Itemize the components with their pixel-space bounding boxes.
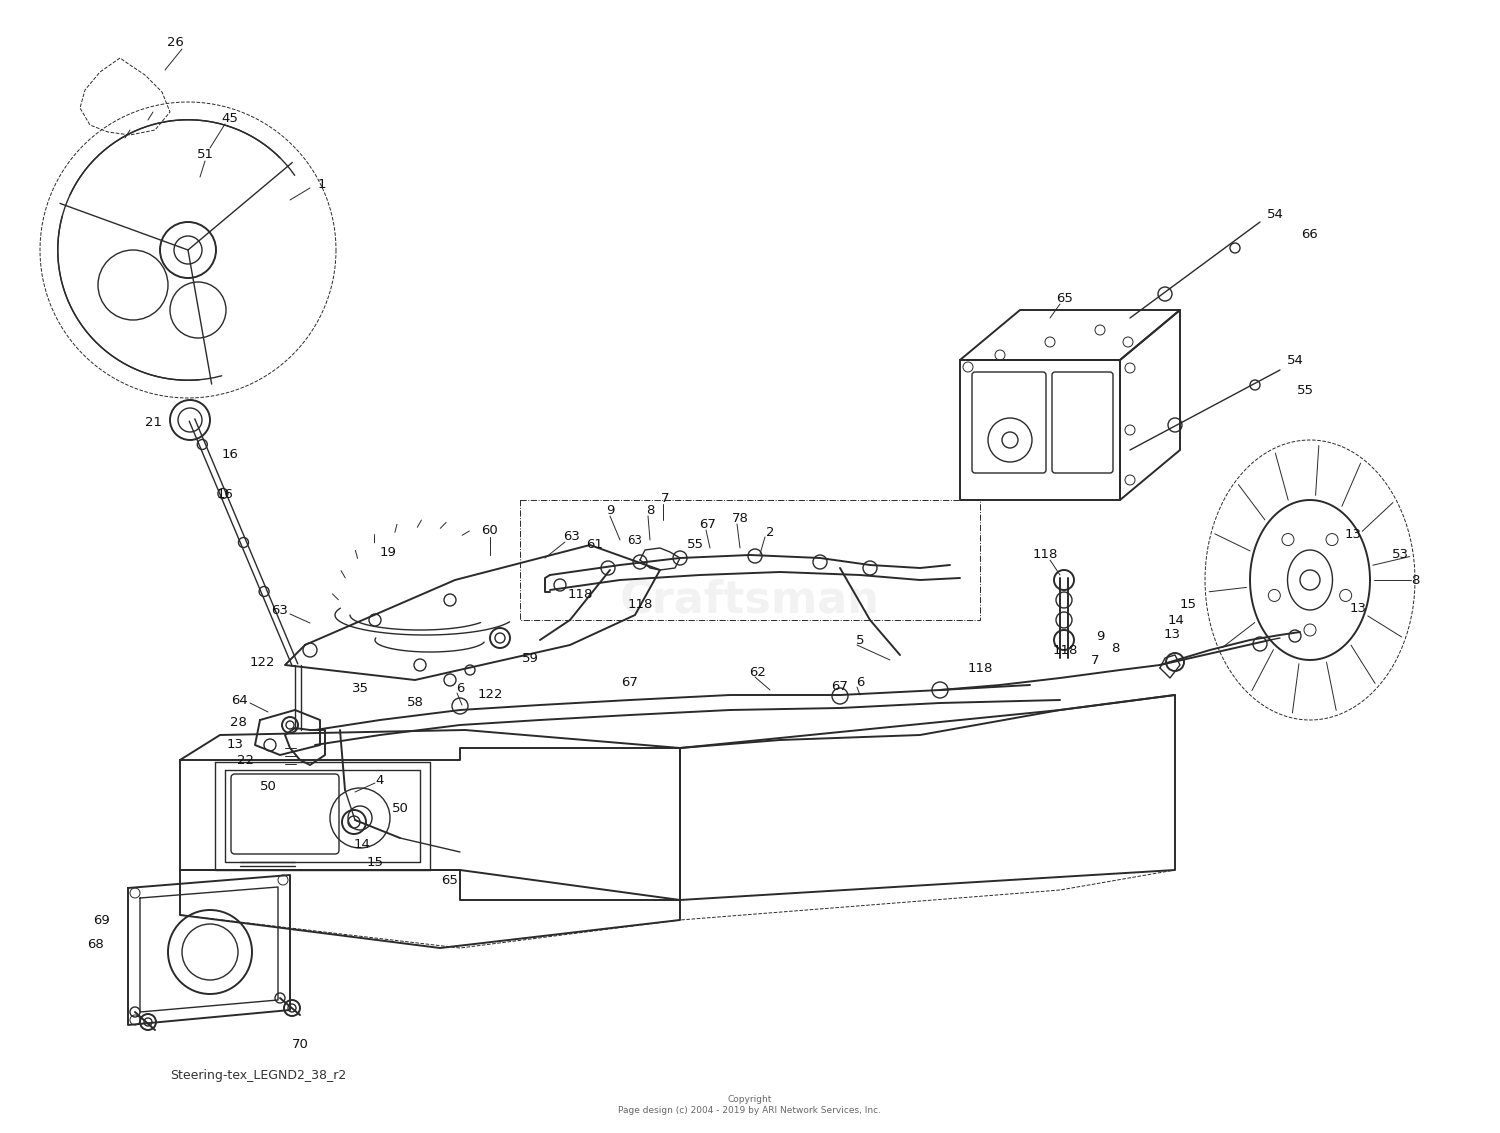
Text: 13: 13 xyxy=(1164,629,1180,641)
Text: 118: 118 xyxy=(1032,547,1058,561)
Text: 67: 67 xyxy=(831,680,849,692)
Text: 7: 7 xyxy=(1090,654,1100,666)
Text: 21: 21 xyxy=(144,416,162,428)
Text: 64: 64 xyxy=(231,693,249,707)
Circle shape xyxy=(1300,570,1320,590)
Text: 2: 2 xyxy=(765,526,774,538)
Text: 58: 58 xyxy=(406,697,423,709)
Text: Steering-tex_LEGND2_38_r2: Steering-tex_LEGND2_38_r2 xyxy=(170,1068,346,1082)
Text: 6: 6 xyxy=(456,682,464,695)
Text: 67: 67 xyxy=(621,675,639,689)
Text: 15: 15 xyxy=(366,855,384,869)
Text: 13: 13 xyxy=(1344,528,1362,542)
Text: 5: 5 xyxy=(855,633,864,647)
Text: 63: 63 xyxy=(272,604,288,616)
Text: 22: 22 xyxy=(237,753,254,767)
Text: 50: 50 xyxy=(260,781,276,793)
Text: 16: 16 xyxy=(222,449,238,461)
Text: 118: 118 xyxy=(1053,644,1077,656)
Text: 26: 26 xyxy=(166,35,183,49)
Text: 9: 9 xyxy=(606,503,613,517)
Text: 50: 50 xyxy=(392,801,408,815)
Text: 13: 13 xyxy=(226,739,243,751)
Text: 13: 13 xyxy=(1350,602,1366,614)
Text: 59: 59 xyxy=(522,651,538,664)
Text: 122: 122 xyxy=(249,656,274,670)
Text: Copyright
Page design (c) 2004 - 2019 by ARI Network Services, Inc.: Copyright Page design (c) 2004 - 2019 by… xyxy=(618,1096,882,1115)
Text: 54: 54 xyxy=(1287,353,1304,366)
Text: 55: 55 xyxy=(687,538,703,552)
Text: 61: 61 xyxy=(586,538,603,552)
Text: 53: 53 xyxy=(1392,548,1408,562)
Text: 63: 63 xyxy=(627,534,642,546)
Text: 55: 55 xyxy=(1296,383,1314,397)
Text: 63: 63 xyxy=(564,529,580,543)
Text: 8: 8 xyxy=(1112,641,1119,655)
Text: 51: 51 xyxy=(196,148,213,162)
Text: 65: 65 xyxy=(441,874,459,886)
Text: 7: 7 xyxy=(660,492,669,504)
Text: 14: 14 xyxy=(1167,613,1185,627)
Text: 19: 19 xyxy=(380,546,396,560)
Text: 60: 60 xyxy=(482,523,498,537)
Text: 118: 118 xyxy=(567,588,592,602)
Text: 9: 9 xyxy=(1096,630,1104,642)
Text: 14: 14 xyxy=(354,838,370,852)
Text: 1: 1 xyxy=(318,179,327,191)
Text: 62: 62 xyxy=(750,665,766,679)
Text: 66: 66 xyxy=(1302,229,1318,241)
Text: 6: 6 xyxy=(856,675,864,689)
Text: 78: 78 xyxy=(732,511,748,525)
Text: Craftsman: Craftsman xyxy=(620,579,880,622)
Text: 65: 65 xyxy=(1056,291,1074,305)
Text: 67: 67 xyxy=(699,518,717,530)
Text: 15: 15 xyxy=(1179,598,1197,612)
Text: 118: 118 xyxy=(968,662,993,674)
Text: 28: 28 xyxy=(230,716,246,729)
Text: 122: 122 xyxy=(477,689,502,701)
Text: 8: 8 xyxy=(646,503,654,517)
Text: 54: 54 xyxy=(1266,208,1284,221)
Text: 8: 8 xyxy=(1412,573,1419,587)
Text: 70: 70 xyxy=(291,1039,309,1051)
Text: 4: 4 xyxy=(376,774,384,786)
Text: 45: 45 xyxy=(222,111,238,125)
Text: 35: 35 xyxy=(351,682,369,695)
Text: 68: 68 xyxy=(87,938,104,952)
Text: 16: 16 xyxy=(216,488,234,502)
Text: 69: 69 xyxy=(93,913,111,927)
Text: 118: 118 xyxy=(627,598,652,612)
